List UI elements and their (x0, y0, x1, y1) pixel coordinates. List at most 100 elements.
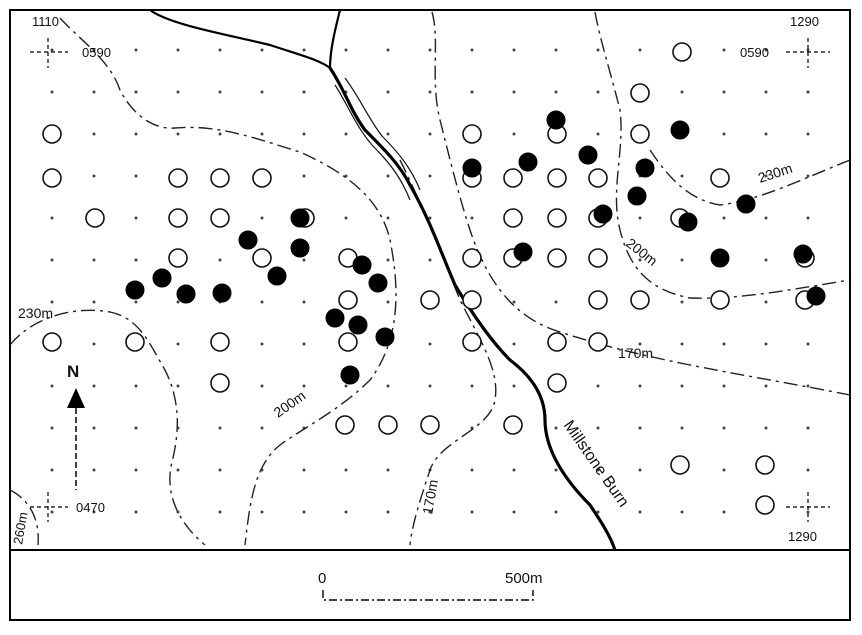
grid-dot (680, 426, 684, 430)
grid-dot (92, 468, 96, 472)
grid-dot (680, 510, 684, 514)
site-open-marker (252, 248, 272, 268)
grid-dot (722, 48, 726, 52)
grid-dot (92, 132, 96, 136)
grid-dot (344, 384, 348, 388)
grid-dot (134, 510, 138, 514)
grid-dot (386, 300, 390, 304)
river-bank-west (334, 84, 411, 201)
site-open-marker (547, 208, 567, 228)
grid-dot (764, 174, 768, 178)
grid-dot (638, 258, 642, 262)
site-open-marker (462, 124, 482, 144)
grid-dot (50, 468, 54, 472)
grid-dot (50, 426, 54, 430)
site-open-marker (462, 290, 482, 310)
grid-dot (386, 468, 390, 472)
grid-dot (302, 342, 306, 346)
contour-230m-east (649, 149, 851, 206)
grid-dot (302, 300, 306, 304)
grid-dot (50, 258, 54, 262)
scale-bar-end-label: 500m (505, 570, 543, 587)
grid-dot (512, 510, 516, 514)
grid-dot (596, 384, 600, 388)
grid-dot (764, 300, 768, 304)
grid-dot (386, 132, 390, 136)
site-open-marker (503, 208, 523, 228)
site-open-marker (42, 124, 62, 144)
grid-dot (386, 48, 390, 52)
site-open-marker (672, 42, 692, 62)
grid-dot (470, 510, 474, 514)
site-open-marker (670, 455, 690, 475)
grid-dot (386, 216, 390, 220)
grid-dot (722, 216, 726, 220)
grid-dot (260, 384, 264, 388)
site-open-marker (503, 168, 523, 188)
contour-170m-east (431, 11, 851, 396)
grid-dot (806, 384, 810, 388)
grid-dot (806, 468, 810, 472)
grid-dot (260, 342, 264, 346)
site-filled-marker (368, 273, 388, 293)
grid-dot (134, 384, 138, 388)
grid-dot (92, 510, 96, 514)
grid-dot (92, 90, 96, 94)
site-filled-marker (352, 255, 372, 275)
grid-dot (344, 132, 348, 136)
grid-dot (764, 384, 768, 388)
grid-dot (764, 426, 768, 430)
contour-label-200m-west: 200m (271, 387, 309, 420)
grid-dot (134, 300, 138, 304)
grid-dot (176, 468, 180, 472)
grid-dot (512, 90, 516, 94)
grid-dot (638, 426, 642, 430)
contour-200m-west (59, 17, 397, 546)
grid-dot (596, 48, 600, 52)
site-open-marker (547, 373, 567, 393)
grid-dot (302, 510, 306, 514)
site-open-marker (420, 290, 440, 310)
site-open-marker (710, 168, 730, 188)
site-filled-marker (290, 208, 310, 228)
grid-dot (260, 90, 264, 94)
grid-dot (92, 300, 96, 304)
grid-dot (428, 132, 432, 136)
grid-dot (176, 48, 180, 52)
site-filled-marker (513, 242, 533, 262)
contour-label-200m-east: 200m (623, 235, 660, 269)
site-open-marker (378, 415, 398, 435)
grid-dot (218, 90, 222, 94)
grid-dot (218, 258, 222, 262)
site-open-marker (335, 415, 355, 435)
grid-dot (302, 258, 306, 262)
grid-dot (680, 174, 684, 178)
grid-dot (554, 90, 558, 94)
site-filled-marker (267, 266, 287, 286)
site-open-marker (588, 168, 608, 188)
site-filled-marker (125, 280, 145, 300)
site-open-marker (755, 495, 775, 515)
grid-dot (176, 342, 180, 346)
grid-dot (722, 426, 726, 430)
grid-dot (428, 216, 432, 220)
site-open-marker (338, 332, 358, 352)
site-filled-marker (793, 244, 813, 264)
site-filled-marker (593, 204, 613, 224)
grid-dot (302, 90, 306, 94)
grid-dot (470, 384, 474, 388)
grid-dot (554, 300, 558, 304)
contour-label-230m-east: 230m (756, 160, 794, 186)
north-arrow-head (67, 388, 85, 408)
filled-sites (125, 110, 826, 385)
site-filled-marker (806, 286, 826, 306)
grid-dot (260, 48, 264, 52)
grid-dot (260, 132, 264, 136)
grid-dot (722, 468, 726, 472)
grid-dot (680, 300, 684, 304)
site-filled-marker (325, 308, 345, 328)
grid-dot (386, 258, 390, 262)
grid-dot (428, 342, 432, 346)
grid-dot (596, 510, 600, 514)
site-open-marker (588, 290, 608, 310)
